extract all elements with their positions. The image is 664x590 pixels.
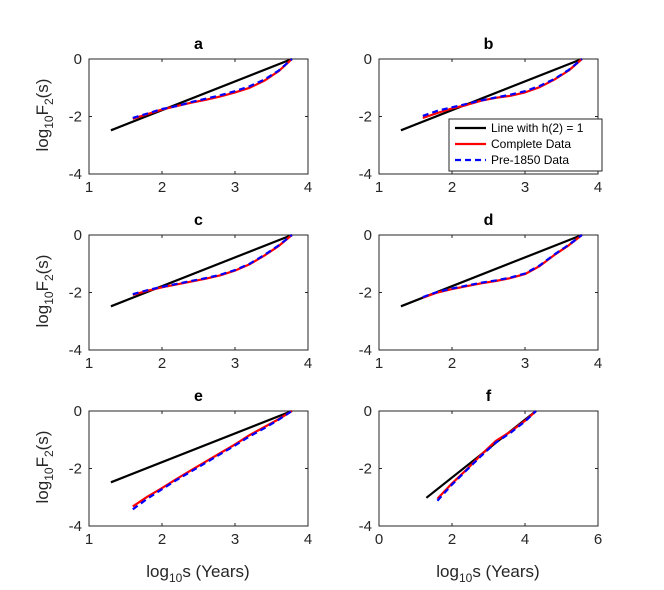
panel-e-reference-line — [110, 409, 293, 484]
x-axis-label-right: log10s (Years) — [436, 562, 539, 585]
panel-b: 1 2 3 4 0 -2 -4 b — [359, 36, 603, 196]
panel-c-title: c — [194, 212, 203, 229]
panel-f-xtick-label: 6 — [594, 531, 602, 548]
panel-c-xtick-label: 1 — [85, 355, 93, 372]
panel-c: 1 2 3 4 0 -2 -4 c — [69, 212, 313, 372]
panel-d: 1 2 3 4 0 -2 -4 d — [359, 212, 603, 372]
panel-a-xtick-label: 2 — [158, 179, 166, 196]
panel-d-xtick-label: 4 — [594, 355, 602, 372]
panel-e: 1 2 3 4 0 -2 -4 e — [69, 388, 313, 548]
panel-d-title: d — [484, 212, 494, 229]
panel-a-ytick-label: 0 — [74, 51, 82, 68]
panel-f: 0 2 4 6 0 -2 -4 f — [359, 388, 603, 548]
panel-b-xtick-label: 2 — [448, 179, 456, 196]
panel-c-axes-box — [88, 234, 309, 351]
panel-e-axes-box — [88, 410, 309, 527]
panel-b-pre1850-data-line — [422, 58, 583, 117]
panel-d-xtick-label: 1 — [375, 355, 383, 372]
panel-c-xtick-label: 3 — [231, 355, 239, 372]
panel-c-pre1850-data-line — [132, 234, 293, 296]
panel-b-xtick-label: 1 — [375, 179, 383, 196]
panel-a-xtick-label: 3 — [231, 179, 239, 196]
legend-label-line: Line with h(2) = 1 — [491, 121, 584, 135]
panel-e-xtick-label: 3 — [231, 531, 239, 548]
panel-b-ytick-label: -4 — [359, 166, 372, 183]
panel-a-axes-box — [88, 58, 309, 175]
legend-label-complete: Complete Data — [491, 137, 571, 151]
panel-e-ytick-label: -4 — [69, 518, 82, 535]
panel-b-xtick-label: 3 — [521, 179, 529, 196]
panel-a-ytick-label: -2 — [69, 109, 82, 126]
panel-e-ytick-label: 0 — [74, 403, 82, 420]
y-axis-label-row1: log10F2(s) — [33, 79, 56, 152]
panel-f-xtick-label: 4 — [521, 531, 529, 548]
y-axis-label-row2: log10F2(s) — [33, 255, 56, 328]
panel-f-pre1850-data-line — [436, 410, 537, 502]
panel-a-ytick-label: -4 — [69, 166, 82, 183]
panel-f-xtick-label: 0 — [375, 531, 383, 548]
panel-e-xtick-label: 4 — [304, 531, 312, 548]
panel-d-ytick-label: -4 — [359, 342, 372, 359]
panel-a: 1 2 3 4 0 -2 -4 a — [69, 36, 313, 196]
panel-c-xtick-label: 2 — [158, 355, 166, 372]
panel-c-ytick-label: -4 — [69, 342, 82, 359]
legend-label-pre1850: Pre-1850 Data — [491, 153, 569, 167]
panel-b-xtick-label: 4 — [594, 179, 602, 196]
panel-f-ytick-label: -4 — [359, 518, 372, 535]
panel-f-axes-box — [378, 410, 599, 527]
panel-f-ytick-label: -2 — [359, 461, 372, 478]
panel-c-ytick-label: -2 — [69, 285, 82, 302]
panel-a-xtick-label: 4 — [304, 179, 312, 196]
panel-e-xtick-label: 2 — [158, 531, 166, 548]
panel-c-ytick-label: 0 — [74, 227, 82, 244]
panel-a-title: a — [194, 36, 203, 53]
panel-b-reference-line — [400, 57, 583, 132]
panel-d-ytick-label: 0 — [364, 227, 372, 244]
panel-d-xtick-label: 2 — [448, 355, 456, 372]
panel-b-title: b — [484, 36, 494, 53]
panel-a-pre1850-data-line — [132, 58, 293, 119]
panel-e-xtick-label: 1 — [85, 531, 93, 548]
panels: 1 2 3 4 0 -2 -4 a 1 2 3 4 0 -2 -4 b 1 2 3 4 0 -2 -4 c 1 2 3 4 0 -2 -4 d… — [69, 36, 603, 548]
panel-f-ytick-label: 0 — [364, 403, 372, 420]
panel-e-pre1850-data-line — [132, 410, 293, 511]
panel-b-ytick-label: -2 — [359, 109, 372, 126]
panel-e-title: e — [194, 388, 203, 405]
panel-f-xtick-label: 2 — [448, 531, 456, 548]
panel-d-ytick-label: -2 — [359, 285, 372, 302]
panel-d-pre1850-data-line — [422, 234, 583, 299]
y-axis-label-row3: log10F2(s) — [33, 431, 56, 504]
panel-d-xtick-label: 3 — [521, 355, 529, 372]
legend: Line with h(2) = 1 Complete Data Pre-185… — [448, 118, 603, 172]
panel-a-complete-data-line — [132, 58, 293, 120]
panel-f-title: f — [486, 388, 492, 405]
panel-e-ytick-label: -2 — [69, 461, 82, 478]
panel-a-reference-line — [110, 57, 293, 132]
panel-b-ytick-label: 0 — [364, 51, 372, 68]
panel-a-xtick-label: 1 — [85, 179, 93, 196]
panel-d-axes-box — [378, 234, 599, 351]
panel-c-reference-line — [110, 233, 293, 308]
panel-c-xtick-label: 4 — [304, 355, 312, 372]
x-axis-label-left: log10s (Years) — [146, 562, 249, 585]
